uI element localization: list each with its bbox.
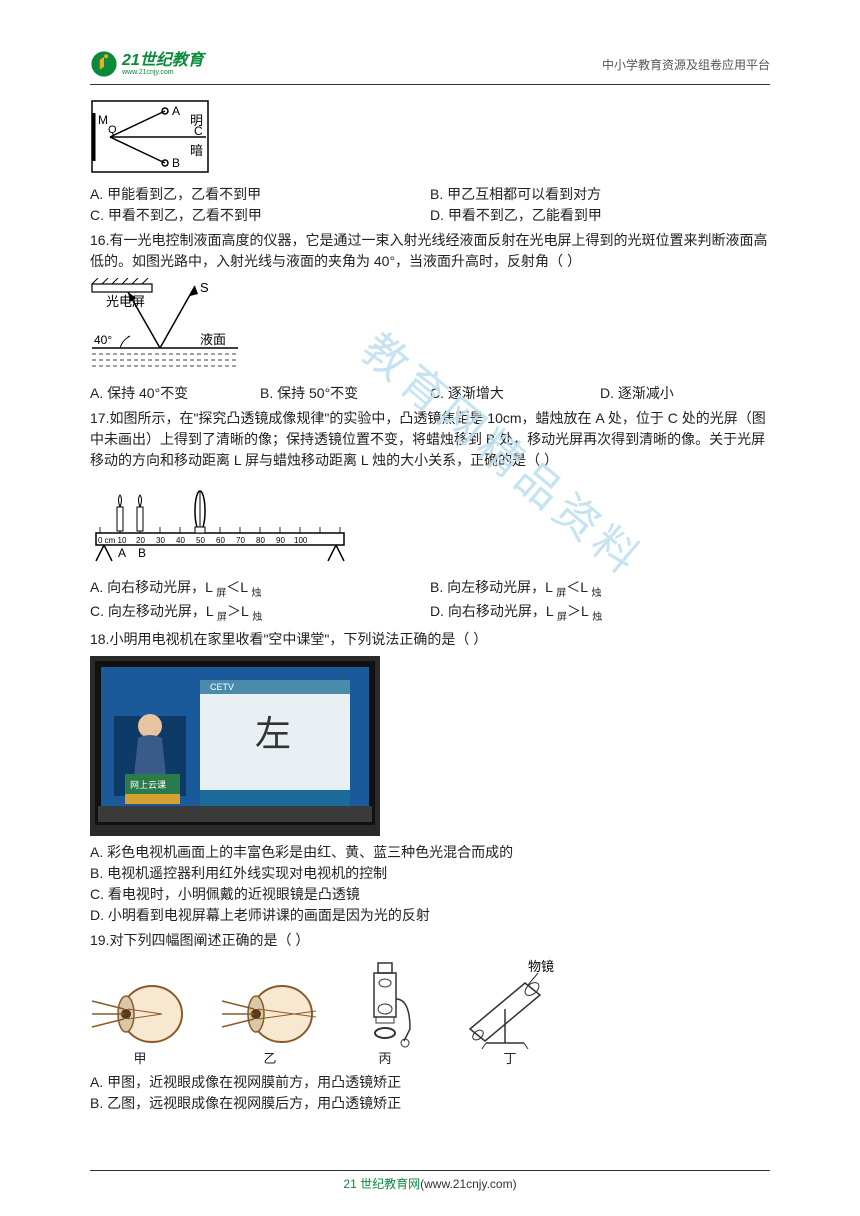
q16-text: 16.有一光电控制液面高度的仪器，它是通过一束入射光线经液面反射在光电屏上得到的… [90, 230, 770, 272]
svg-text:100: 100 [294, 536, 308, 545]
q19-jia: 甲 [90, 979, 190, 1069]
q19-wujing: 物镜 [528, 959, 554, 974]
q16-angle: 40° [94, 333, 112, 347]
label-B: B [172, 156, 180, 170]
header-rule [90, 84, 770, 85]
q15-opt-c: C. 甲看不到乙，乙看不到甲 [90, 205, 430, 226]
label-M: M [98, 113, 108, 127]
label-ming: 明 [190, 113, 203, 128]
footer-brand: 21 世纪教育网 [343, 1177, 420, 1191]
footer-rule [90, 1170, 770, 1171]
svg-text:20: 20 [136, 536, 145, 545]
q18-text: 18.小明用电视机在家里收看"空中课堂"，下列说法正确的是（ ） [90, 629, 770, 650]
logo: 21世纪教育 www.21cnjy.com [90, 50, 204, 78]
svg-text:30: 30 [156, 536, 165, 545]
q16-S: S [200, 280, 209, 295]
q19-ding: 物镜 丁 [450, 959, 570, 1069]
q16-opt-c: C. 逐渐增大 [430, 383, 600, 404]
q17-A: A [118, 546, 126, 560]
label-Q: Q [108, 124, 117, 136]
footer-text: 21 世纪教育网(www.21cnjy.com) [0, 1175, 860, 1192]
q17-opt-c: C. 向左移动光屏，L 屏＞L 烛 [90, 601, 430, 625]
label-an: 暗 [190, 143, 203, 158]
q17-opt-a: A. 向右移动光屏，L 屏＜L 烛 [90, 577, 430, 601]
q16-options: A. 保持 40°不变 B. 保持 50°不变 C. 逐渐增大 D. 逐渐减小 [90, 383, 770, 404]
q19-options: A. 甲图，近视眼成像在视网膜前方，用凸透镜矫正 B. 乙图，远视眼成像在视网膜… [90, 1072, 770, 1114]
q19-bing: 丙 [350, 959, 420, 1069]
q18-opt-c: C. 看电视时，小明佩戴的近视眼镜是凸透镜 [90, 884, 770, 905]
logo-sub: www.21cnjy.com [122, 69, 204, 76]
q18-opt-a: A. 彩色电视机画面上的丰富色彩是由红、黄、蓝三种色光混合而成的 [90, 842, 770, 863]
logo-icon [90, 50, 118, 78]
logo-main: 21世纪教育 [122, 53, 204, 69]
q19-label-jia: 甲 [133, 1049, 146, 1069]
q16-opt-b: B. 保持 50°不变 [260, 383, 430, 404]
svg-text:0 cm 10: 0 cm 10 [98, 536, 127, 545]
q17-options: A. 向右移动光屏，L 屏＜L 烛 B. 向左移动光屏，L 屏＜L 烛 C. 向… [90, 577, 770, 625]
q16-opt-d: D. 逐渐减小 [600, 383, 770, 404]
header-right: 中小学教育资源及组卷应用平台 [602, 56, 770, 73]
q19-label-ding: 丁 [503, 1049, 516, 1069]
q17-opt-b: B. 向左移动光屏，L 屏＜L 烛 [430, 577, 770, 601]
logo-text: 21世纪教育 www.21cnjy.com [122, 53, 204, 76]
footer: 21 世纪教育网(www.21cnjy.com) [0, 1170, 860, 1192]
q19-label-bing: 丙 [378, 1049, 391, 1069]
q19-yi: 乙 [220, 979, 320, 1069]
q19-text: 19.对下列四幅图阐述正确的是（ ） [90, 930, 770, 951]
q15-diagram: A B C M Q 明 暗 [90, 99, 770, 180]
svg-text:90: 90 [276, 536, 285, 545]
page: 21世纪教育 www.21cnjy.com 中小学教育资源及组卷应用平台 教育网… [0, 0, 860, 1158]
q17-diagram: 0 cm 10 20 30 40 50 60 70 80 90 100 [90, 477, 770, 573]
q15-opt-d: D. 甲看不到乙，乙能看到甲 [430, 205, 770, 226]
q16-diagram: 光电屏 S 40° 液面 [90, 278, 770, 379]
q16-liquid: 液面 [200, 332, 226, 347]
svg-text:40: 40 [176, 536, 185, 545]
q19-label-yi: 乙 [263, 1049, 276, 1069]
q16-screen: 光电屏 [106, 294, 145, 309]
label-A: A [172, 104, 180, 118]
q19-opt-b: B. 乙图，远视眼成像在视网膜后方，用凸透镜矫正 [90, 1093, 770, 1114]
q19-opt-a: A. 甲图，近视眼成像在视网膜前方，用凸透镜矫正 [90, 1072, 770, 1093]
q17-text: 17.如图所示，在"探究凸透镜成像规律"的实验中，凸透镜焦距是 10cm，蜡烛放… [90, 408, 770, 471]
q18-options: A. 彩色电视机画面上的丰富色彩是由红、黄、蓝三种色光混合而成的 B. 电视机遥… [90, 842, 770, 926]
tv-wangke: 网上云课 [130, 780, 166, 790]
content: A B C M Q 明 暗 A. 甲能看到乙，乙看不到甲 B. 甲乙互相都可以看… [90, 99, 770, 1114]
svg-text:70: 70 [236, 536, 245, 545]
svg-text:50: 50 [196, 536, 205, 545]
svg-text:80: 80 [256, 536, 265, 545]
q15-opt-b: B. 甲乙互相都可以看到对方 [430, 184, 770, 205]
q15-options: A. 甲能看到乙，乙看不到甲 B. 甲乙互相都可以看到对方 C. 甲看不到乙，乙… [90, 184, 770, 226]
q17-B: B [138, 546, 146, 560]
q19-diagrams: 甲 乙 [90, 959, 770, 1069]
tv-zuo: 左 [255, 714, 291, 754]
header: 21世纪教育 www.21cnjy.com 中小学教育资源及组卷应用平台 [90, 50, 770, 78]
q18-tv: 网上云课 CETV 左 [90, 656, 380, 836]
tv-cetv: CETV [210, 682, 234, 692]
q16-opt-a: A. 保持 40°不变 [90, 383, 260, 404]
q15-opt-a: A. 甲能看到乙，乙看不到甲 [90, 184, 430, 205]
q18-opt-d: D. 小明看到电视屏幕上老师讲课的画面是因为光的反射 [90, 905, 770, 926]
q18-opt-b: B. 电视机遥控器利用红外线实现对电视机的控制 [90, 863, 770, 884]
footer-url: (www.21cnjy.com) [420, 1177, 516, 1191]
q17-opt-d: D. 向右移动光屏，L 屏＞L 烛 [430, 601, 770, 625]
svg-text:60: 60 [216, 536, 225, 545]
